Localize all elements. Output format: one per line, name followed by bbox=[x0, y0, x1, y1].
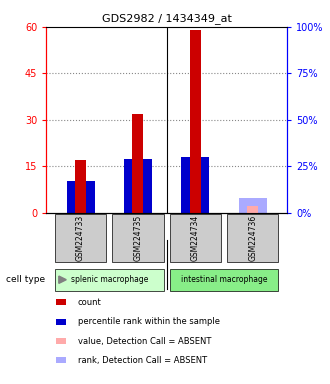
Text: GSM224736: GSM224736 bbox=[248, 215, 257, 261]
Text: value, Detection Call = ABSENT: value, Detection Call = ABSENT bbox=[78, 336, 211, 346]
Bar bbox=[55, 269, 164, 291]
Bar bbox=[190, 30, 201, 213]
Bar bbox=[56, 358, 66, 363]
Bar bbox=[112, 214, 164, 262]
Title: GDS2982 / 1434349_at: GDS2982 / 1434349_at bbox=[102, 13, 232, 24]
Bar bbox=[124, 159, 152, 213]
Bar bbox=[239, 198, 267, 213]
Text: GSM224733: GSM224733 bbox=[76, 215, 85, 261]
Text: GSM224734: GSM224734 bbox=[191, 215, 200, 261]
Bar bbox=[181, 157, 209, 213]
Text: cell type: cell type bbox=[6, 275, 45, 284]
Text: percentile rank within the sample: percentile rank within the sample bbox=[78, 317, 219, 326]
Bar bbox=[75, 160, 86, 213]
Text: GSM224735: GSM224735 bbox=[133, 215, 143, 261]
Bar bbox=[56, 319, 66, 324]
Bar bbox=[56, 338, 66, 344]
Text: splenic macrophage: splenic macrophage bbox=[71, 275, 148, 284]
Polygon shape bbox=[59, 276, 66, 283]
Text: rank, Detection Call = ABSENT: rank, Detection Call = ABSENT bbox=[78, 356, 207, 365]
Text: intestinal macrophage: intestinal macrophage bbox=[181, 275, 267, 284]
Bar bbox=[132, 114, 144, 213]
Bar bbox=[67, 181, 95, 213]
Text: count: count bbox=[78, 298, 101, 307]
Bar bbox=[170, 269, 279, 291]
Bar bbox=[247, 207, 258, 213]
Bar bbox=[56, 300, 66, 305]
Bar bbox=[170, 214, 221, 262]
Bar bbox=[55, 214, 106, 262]
Bar bbox=[227, 214, 279, 262]
